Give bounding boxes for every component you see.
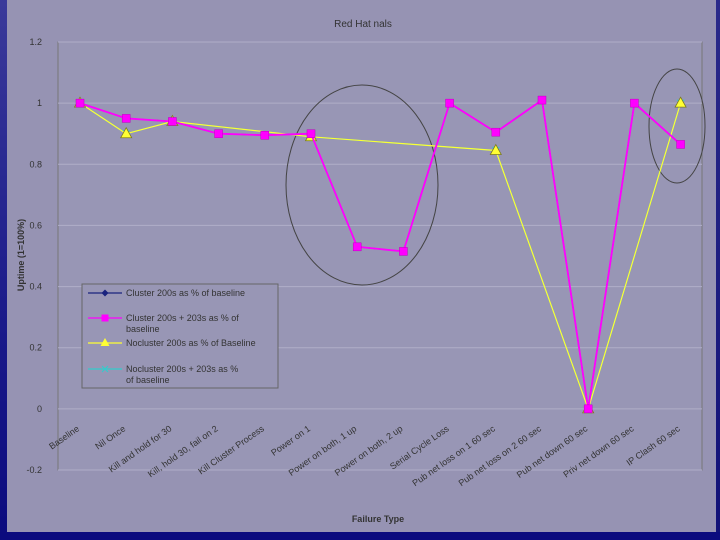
data-point bbox=[75, 98, 85, 108]
x-axis-label: Failure Type bbox=[352, 514, 404, 524]
data-point bbox=[260, 130, 270, 140]
series-line bbox=[79, 98, 682, 410]
highlight-ellipse bbox=[648, 68, 706, 184]
data-point bbox=[445, 98, 454, 108]
legend-marker bbox=[101, 314, 109, 322]
data-point bbox=[630, 98, 639, 108]
y-tick-label: 0.2 bbox=[29, 343, 42, 353]
plot-area bbox=[57, 41, 703, 471]
legend-label: Nocluster 200s as % of Baseline bbox=[126, 338, 256, 348]
legend-label: Cluster 200s as % of baseline bbox=[126, 288, 245, 298]
legend-label: Nocluster 200s + 203s as % of baseline bbox=[126, 364, 238, 385]
highlight-ellipse bbox=[285, 84, 439, 286]
legend-box bbox=[81, 283, 279, 389]
data-point bbox=[491, 127, 501, 137]
legend-marker bbox=[101, 365, 109, 373]
data-point bbox=[352, 242, 362, 252]
legend-marker bbox=[101, 289, 109, 297]
y-tick-label: 0.8 bbox=[29, 159, 42, 169]
legend-marker bbox=[100, 338, 110, 346]
data-point bbox=[306, 129, 316, 138]
data-point bbox=[214, 129, 223, 138]
data-point bbox=[120, 126, 133, 139]
data-point bbox=[676, 140, 685, 149]
slide-left-border bbox=[0, 0, 7, 540]
y-tick-label: -0.2 bbox=[26, 465, 42, 475]
y-axis-label: Uptime (1=100%) bbox=[16, 219, 26, 291]
y-tick-label: 0 bbox=[37, 404, 42, 414]
slide-bottom-border bbox=[0, 532, 720, 540]
y-tick-label: 1.2 bbox=[29, 37, 42, 47]
y-tick-label: 0.4 bbox=[29, 282, 42, 292]
data-point bbox=[399, 247, 408, 256]
data-point bbox=[583, 404, 593, 414]
chart-title: Red Hat nals bbox=[334, 19, 392, 30]
data-point bbox=[489, 143, 502, 155]
data-point bbox=[674, 96, 687, 108]
legend-label: Cluster 200s + 203s as % of baseline bbox=[126, 313, 239, 334]
data-point bbox=[168, 117, 177, 126]
y-tick-label: 1 bbox=[37, 98, 42, 108]
y-tick-label: 0.6 bbox=[29, 220, 42, 230]
slide-right-border bbox=[716, 0, 720, 540]
data-point bbox=[537, 95, 547, 105]
data-point bbox=[121, 114, 131, 123]
